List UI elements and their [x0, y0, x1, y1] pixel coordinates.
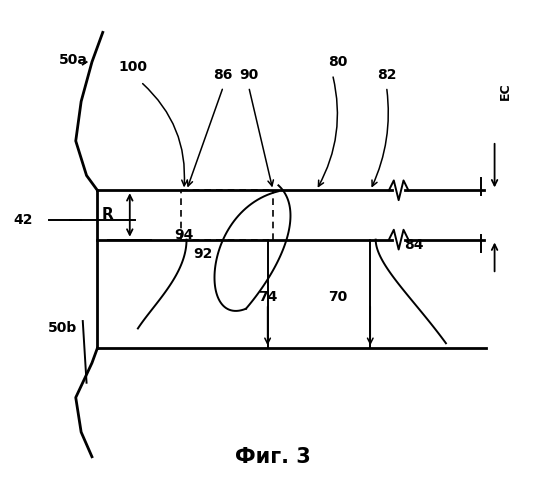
Text: 92: 92 [193, 248, 212, 261]
Text: 42: 42 [13, 213, 33, 227]
Text: 82: 82 [377, 68, 396, 82]
Text: 80: 80 [328, 55, 348, 69]
Text: 100: 100 [118, 60, 147, 74]
Text: 90: 90 [239, 68, 258, 82]
Text: 50a: 50a [58, 53, 87, 67]
Text: 86: 86 [213, 68, 233, 82]
Text: 74: 74 [258, 290, 277, 304]
Text: R: R [102, 208, 114, 223]
Text: 84: 84 [403, 238, 423, 251]
Text: 50b: 50b [48, 321, 77, 335]
Text: EC: EC [499, 83, 512, 100]
Text: 94: 94 [174, 228, 193, 242]
Text: 70: 70 [328, 290, 347, 304]
Text: Фиг. 3: Фиг. 3 [235, 447, 311, 467]
